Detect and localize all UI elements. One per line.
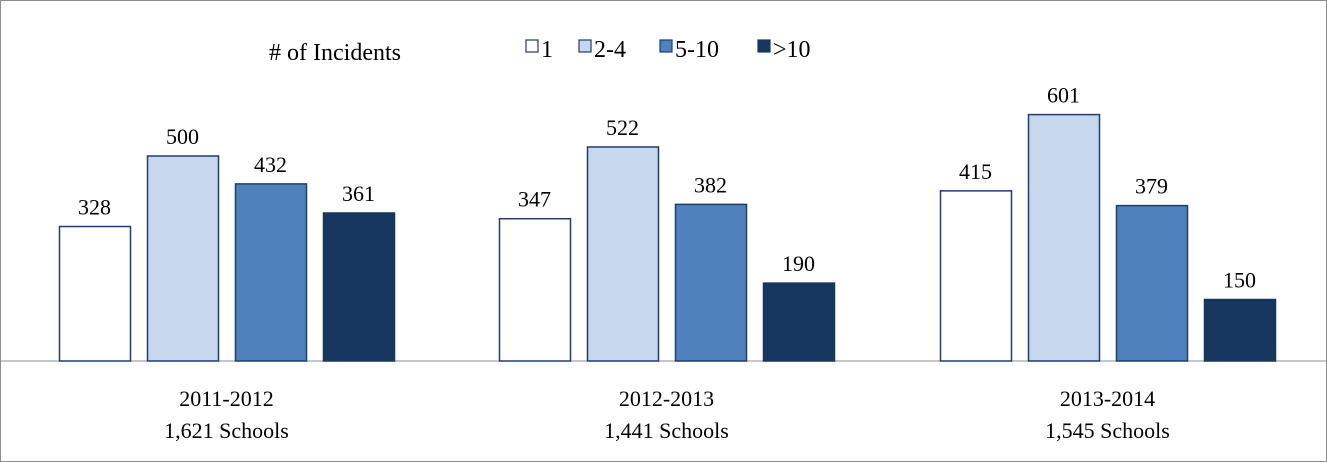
legend-swatch-2-4 [578,39,592,53]
bar-2011-2012-gt10 [322,212,396,362]
legend-swatch-5-10 [659,39,673,53]
category-label-schools: 1,545 Schools [1045,418,1170,443]
bar-2012-2013-1 [498,217,572,362]
bar-2013-2014-1 [939,190,1013,362]
data-label-2012-2013-2-4: 522 [606,115,639,140]
data-label-2013-2014-5-10: 379 [1135,174,1168,199]
bars [58,113,1277,362]
category-label-year: 2011-2012 [179,386,274,411]
legend-swatch-1 [525,39,539,53]
data-label-2011-2012-gt10: 361 [342,181,375,206]
legend-label-5-10: 5-10 [675,37,719,63]
bar-2011-2012-2-4 [146,155,220,362]
data-label-2011-2012-2-4: 500 [166,124,199,149]
data-label-2011-2012-1: 328 [78,195,111,220]
category-labels: 2011-2012 1,621 Schools 2012-2013 1,441 Sch… [164,386,1170,443]
category-label-year: 2013-2014 [1060,386,1155,411]
bar-2011-2012-5-10 [234,183,308,362]
bar-2012-2013-gt10 [762,282,836,362]
legend-label-1: 1 [541,37,553,63]
bar-2012-2013-5-10 [674,203,748,362]
bar-2012-2013-2-4 [586,146,660,362]
data-label-2012-2013-gt10: 190 [782,251,815,276]
category-label-year: 2012-2013 [619,386,714,411]
bar-2013-2014-2-4 [1027,113,1101,362]
category-label-schools: 1,441 Schools [604,418,729,443]
legend: 1 2-4 5-10 >10 [525,37,811,63]
value-labels: 328 500 432 361 347 522 382 190 415 601 379 150 [78,83,1256,293]
data-label-2013-2014-2-4: 601 [1047,83,1080,108]
bar-2011-2012-1 [58,225,132,362]
bar-2013-2014-5-10 [1115,204,1189,362]
legend-title: # of Incidents [269,40,401,66]
data-label-2013-2014-gt10: 150 [1223,268,1256,293]
category-label-schools: 1,621 Schools [164,418,289,443]
legend-swatch-gt10 [757,39,771,53]
legend-label-gt10: >10 [773,37,811,63]
bar-2013-2014-gt10 [1203,298,1277,362]
data-label-2013-2014-1: 415 [959,159,992,184]
data-label-2012-2013-1: 347 [518,187,551,212]
data-label-2012-2013-5-10: 382 [694,172,727,197]
data-label-2011-2012-5-10: 432 [254,152,287,177]
legend-label-2-4: 2-4 [594,37,626,63]
